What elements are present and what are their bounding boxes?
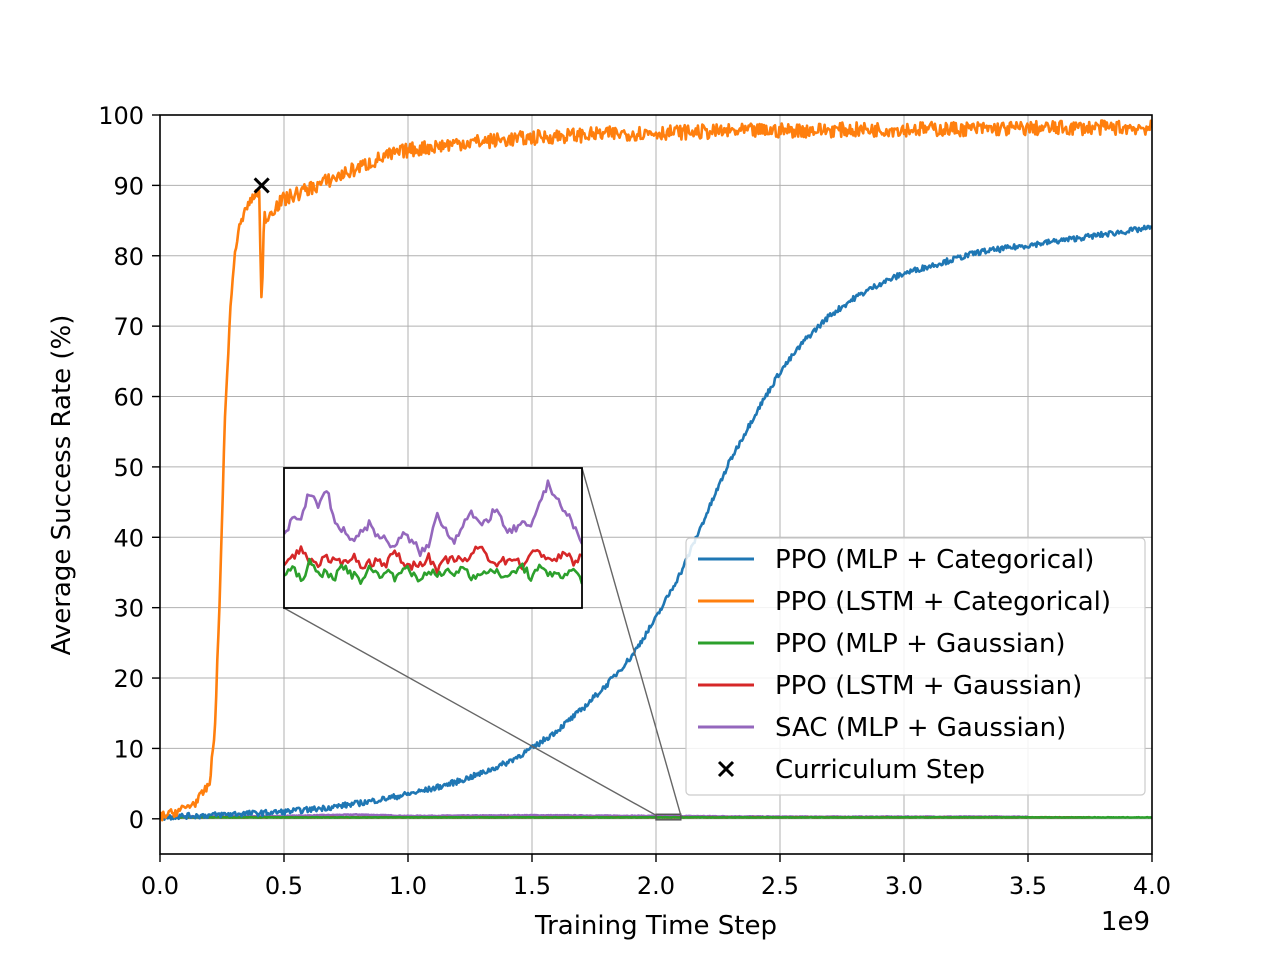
legend-box [685, 537, 1146, 796]
legend-label: PPO (MLP + Gaussian) [775, 629, 1066, 659]
inset-zoom-indicator [283, 467, 682, 821]
x-tick-label: 1.0 [389, 872, 427, 900]
inset-plot [283, 467, 583, 609]
curriculum-step-marker [253, 177, 270, 194]
x-tick-label: 1.5 [513, 872, 551, 900]
legend-label: PPO (LSTM + Gaussian) [775, 671, 1082, 701]
zoom-connector-line [581, 467, 682, 816]
inset-series-group [284, 479, 582, 585]
axis-ticks: 0.0 0.5 1.0 1.5 2.0 2.5 3.0 3.5 4.0 0 10 20 30 40 50 60… [98, 102, 1171, 900]
y-tick-label: 60 [113, 384, 144, 412]
inset-series-line [284, 479, 582, 558]
marker-layer [253, 177, 270, 194]
x-tick-label: 0.0 [141, 872, 179, 900]
inset-series-line [284, 545, 582, 575]
y-tick-label: 0 [129, 806, 144, 834]
y-tick-label: 90 [113, 172, 144, 200]
legend: PPO (MLP + Categorical) PPO (LSTM + Categ… [685, 537, 1146, 796]
y-axis-label: Average Success Rate (%) [47, 315, 77, 656]
x-tick-label: 3.0 [885, 872, 923, 900]
x-axis-offset-label: 1e9 [1101, 907, 1150, 937]
y-tick-label: 30 [113, 595, 144, 623]
zoom-connector-line [283, 607, 657, 816]
y-tick-label: 80 [113, 243, 144, 271]
legend-label: Curriculum Step [775, 755, 985, 785]
inset-background [284, 468, 582, 608]
x-axis-label: Training Time Step [534, 911, 777, 941]
x-tick-label: 2.0 [637, 872, 675, 900]
x-tick-label: 4.0 [1133, 872, 1171, 900]
legend-label: PPO (MLP + Categorical) [775, 545, 1094, 575]
y-tick-label: 100 [98, 102, 144, 130]
inset-frame [283, 467, 583, 609]
series-layer [160, 119, 1152, 822]
zoom-region-box [655, 813, 682, 821]
y-tick-label: 20 [113, 665, 144, 693]
series-line [160, 119, 1152, 822]
y-tick-label: 50 [113, 454, 144, 482]
legend-marker-icon [717, 760, 735, 778]
x-tick-label: 0.5 [265, 872, 303, 900]
legend-label: PPO (LSTM + Categorical) [775, 587, 1111, 617]
y-tick-label: 70 [113, 313, 144, 341]
y-tick-label: 40 [113, 524, 144, 552]
inset-series-line [284, 557, 582, 585]
x-tick-label: 3.5 [1009, 872, 1047, 900]
x-tick-label: 2.5 [761, 872, 799, 900]
series-line [160, 224, 1152, 821]
legend-label: SAC (MLP + Gaussian) [775, 713, 1066, 743]
y-tick-label: 10 [113, 735, 144, 763]
